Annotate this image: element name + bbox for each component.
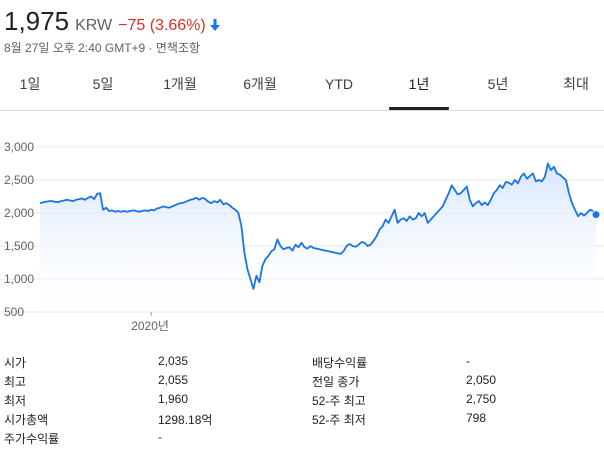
stat-label-pe: 주가수익률 <box>4 432 60 446</box>
stat-row: 시가총액 1298.18억 52-주 최저 798 <box>0 411 604 429</box>
stat-label-dividend: 배당수익률 <box>312 356 368 370</box>
stat-label-52w-low: 52-주 최저 <box>312 413 366 427</box>
stat-label-open: 시가 <box>4 356 27 370</box>
range-tabs: 1일 5일 1개월 6개월 YTD 1년 5년 최대 <box>0 64 604 111</box>
y-tick-label: 1,000 <box>4 272 34 286</box>
tab-1y[interactable]: 1년 <box>389 64 449 110</box>
stat-label-prev-close: 전일 종가 <box>312 375 360 389</box>
stat-value-52w-high: 2,750 <box>466 392 497 406</box>
last-point-marker <box>591 210 601 220</box>
stat-value-high: 2,055 <box>158 373 189 387</box>
tab-5d[interactable]: 5일 <box>92 76 114 92</box>
price-chart[interactable]: 3,000 2,500 2,000 1,500 1,000 500 2020년 <box>0 120 604 340</box>
arrow-down-icon <box>209 18 220 31</box>
y-tick-label: 1,500 <box>4 239 34 253</box>
tab-1d[interactable]: 1일 <box>19 76 41 92</box>
stat-value-market-cap: 1298.18억 <box>158 413 213 427</box>
stat-value-low: 1,960 <box>158 392 189 406</box>
series-area <box>40 163 596 312</box>
stat-row: 주가수익률 - <box>0 430 604 448</box>
y-tick-label: 2,000 <box>4 206 34 220</box>
stat-label-52w-high: 52-주 최고 <box>312 394 366 408</box>
stat-value-dividend: - <box>466 354 470 368</box>
tab-ytd[interactable]: YTD <box>325 76 353 92</box>
stat-value-open: 2,035 <box>158 354 189 368</box>
stat-value-52w-low: 798 <box>466 411 487 425</box>
x-tick-label: 2020년 <box>131 319 169 333</box>
stat-row: 시가 2,035 배당수익률 - <box>0 354 604 372</box>
series-line <box>39 162 597 290</box>
stat-row: 최고 2,055 전일 종가 2,050 <box>0 373 604 391</box>
y-tick-label: 500 <box>4 305 24 319</box>
stat-label-market-cap: 시가총액 <box>4 413 49 427</box>
tab-max[interactable]: 최대 <box>563 76 589 92</box>
currency-code: KRW <box>75 17 113 34</box>
price-change: −75 (3.66%) <box>118 17 206 34</box>
stat-label-low: 최저 <box>4 394 27 408</box>
timestamp-disclaimer[interactable]: 8월 27일 오후 2:40 GMT+9 · 면책조항 <box>4 41 201 55</box>
y-tick-label: 2,500 <box>4 173 34 187</box>
price-row: 1,975 KRW −75 (3.66%) <box>4 6 220 37</box>
stat-row: 최저 1,960 52-주 최고 2,750 <box>0 392 604 410</box>
stat-label-high: 최고 <box>4 375 27 389</box>
y-tick-label: 3,000 <box>4 140 34 154</box>
tab-6m[interactable]: 6개월 <box>243 76 277 92</box>
current-price: 1,975 <box>4 6 70 36</box>
tab-1m[interactable]: 1개월 <box>163 76 197 92</box>
stat-value-prev-close: 2,050 <box>466 373 497 387</box>
tab-5y[interactable]: 5년 <box>487 76 509 92</box>
quote-header: 1,975 KRW −75 (3.66%) 8월 27일 오후 2:40 GMT… <box>4 6 220 56</box>
stat-value-pe: - <box>158 430 162 444</box>
